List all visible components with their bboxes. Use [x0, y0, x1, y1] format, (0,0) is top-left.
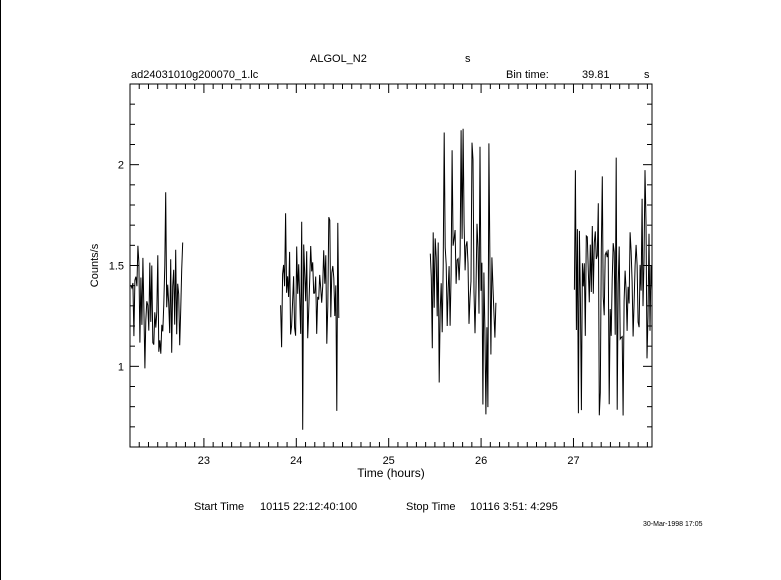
bin-time-label: Bin time: — [506, 69, 549, 81]
y-axis-label: Counts/s — [89, 243, 101, 287]
units-mark: s — [465, 53, 471, 65]
file-name: ad24031010g200070_1.lc — [131, 69, 259, 81]
bin-time-value: 39.81 — [582, 69, 610, 81]
object-name: ALGOL_N2 — [310, 53, 367, 65]
data-segment-4 — [573, 157, 653, 416]
start-time-value: 10115 22:12:40:100 — [260, 501, 358, 513]
y-tick-label: 2 — [118, 160, 124, 172]
x-axis-label: Time (hours) — [357, 466, 425, 480]
data-segment-3 — [429, 128, 497, 415]
data-segment-2 — [280, 213, 340, 430]
data-series-line — [280, 213, 340, 430]
stop-time-value: 10116 3:51: 4:295 — [470, 501, 558, 513]
x-tick-label: 25 — [383, 455, 395, 467]
left-edge-line — [0, 0, 1, 580]
x-tick-label: 27 — [567, 455, 579, 467]
x-tick-label: 23 — [198, 455, 210, 467]
plot-frame — [129, 83, 653, 448]
stop-time-label: Stop Time — [406, 501, 456, 513]
data-series-line — [573, 157, 653, 416]
start-time-label: Start Time — [194, 501, 245, 513]
bin-time-unit: s — [644, 69, 650, 81]
plot-timestamp: 30-Mar-1998 17:05 — [643, 521, 703, 528]
data-series-line — [130, 192, 184, 369]
y-tick-label: 1.5 — [109, 261, 124, 273]
x-tick-label: 24 — [290, 455, 302, 467]
y-tick-label: 1 — [118, 361, 124, 373]
x-tick-label: 26 — [475, 455, 487, 467]
data-series-line — [429, 128, 497, 415]
data-segment-1 — [130, 192, 184, 369]
